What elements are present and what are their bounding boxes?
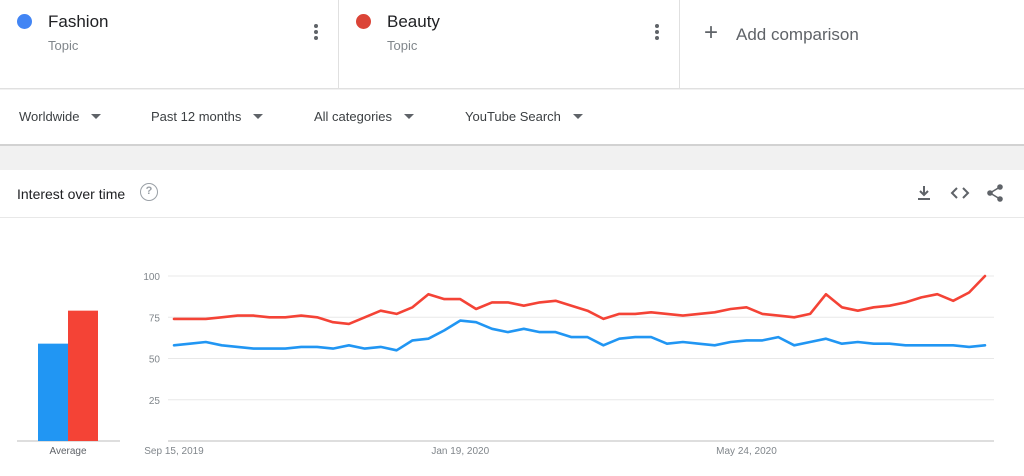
y-tick-label: 100 [143, 272, 160, 283]
term-type: Topic [387, 38, 418, 53]
series-line-fashion[interactable] [172, 319, 987, 352]
series-color-dot-beauty [356, 14, 371, 29]
property-filter-label: YouTube Search [465, 109, 561, 124]
term-type: Topic [48, 38, 79, 53]
property-filter[interactable]: YouTube Search [465, 109, 583, 124]
average-bar-fashion[interactable] [38, 343, 68, 441]
category-filter-label: All categories [314, 109, 393, 124]
region-filter[interactable]: Worldwide [19, 109, 102, 124]
category-filter[interactable]: All categories [314, 109, 415, 124]
term-name[interactable]: Fashion [48, 12, 109, 31]
caret-down-icon [404, 114, 415, 119]
average-bar-beauty[interactable] [68, 310, 98, 441]
interest-chart: 100 75 50 25 Sep 15, 2019 Jan 19, 2020 May 24,… [17, 272, 994, 457]
x-tick-label: Jan 19, 2020 [431, 446, 489, 457]
interest-over-time-card: Interest over time ? 100 75 50 25 Sep 15, 20… [0, 170, 1024, 476]
caret-down-icon [572, 114, 583, 119]
download-icon[interactable] [913, 182, 935, 204]
x-tick-label: Sep 15, 2019 [144, 446, 204, 457]
help-icon[interactable]: ? [140, 183, 158, 201]
series-line-beauty[interactable] [172, 274, 987, 326]
y-tick-label: 75 [149, 313, 161, 324]
more-vert-icon[interactable] [655, 24, 659, 40]
search-term-beauty[interactable]: Beauty Topic [339, 0, 680, 89]
y-tick-label: 50 [149, 355, 161, 366]
share-icon[interactable] [984, 182, 1006, 204]
caret-down-icon [253, 114, 264, 119]
series-color-dot-fashion [17, 14, 32, 29]
x-tick-label: May 24, 2020 [716, 446, 777, 457]
embed-code-icon[interactable] [949, 182, 971, 204]
comparison-bar: Fashion Topic Beauty Topic + Add compari… [0, 0, 1024, 89]
term-name[interactable]: Beauty [387, 12, 440, 31]
plus-icon: + [704, 19, 719, 46]
more-vert-icon[interactable] [314, 24, 318, 40]
add-comparison-button[interactable]: + Add comparison [680, 0, 1024, 89]
card-title: Interest over time [17, 186, 126, 202]
search-term-fashion[interactable]: Fashion Topic [0, 0, 339, 89]
card-header: Interest over time ? [0, 170, 1024, 218]
y-tick-label: 25 [149, 396, 161, 407]
average-label: Average [49, 446, 87, 457]
caret-down-icon [91, 114, 102, 119]
add-comparison-label: Add comparison [736, 25, 859, 44]
filter-bar: Worldwide Past 12 months All categories … [0, 90, 1024, 146]
region-filter-label: Worldwide [19, 109, 80, 124]
time-filter-label: Past 12 months [151, 109, 242, 124]
time-filter[interactable]: Past 12 months [151, 109, 264, 124]
